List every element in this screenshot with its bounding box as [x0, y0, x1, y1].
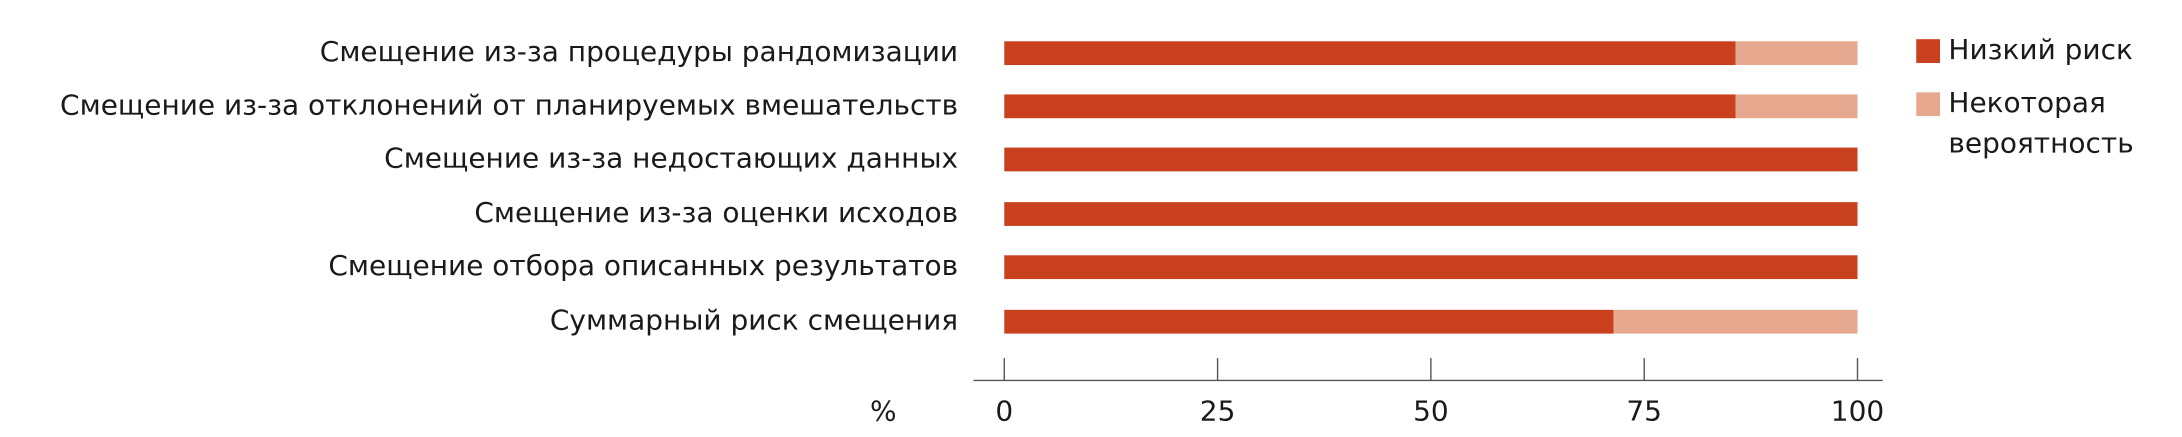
x-tick-label: 100: [1831, 395, 1884, 428]
bar-segment: [1735, 94, 1858, 119]
y-tick-label: Смещение из-за оценки исходов: [474, 196, 958, 229]
y-tick-label: Смещение из-за процедуры рандомизации: [320, 35, 958, 68]
bar-segment: [1613, 309, 1858, 334]
x-tick-label: 25: [1200, 395, 1236, 428]
bar-segment: [1735, 41, 1858, 66]
y-tick-label: Смещение отбора описанных результатов: [328, 249, 958, 282]
legend-label-box: Некоторая вероятность: [1948, 85, 2134, 160]
x-axis-label: %: [870, 395, 897, 428]
y-tick-label: Суммарный риск смещения: [550, 304, 958, 337]
x-tick-label: 75: [1626, 395, 1662, 428]
legend-label: Низкий риск: [1948, 32, 2133, 66]
bar-segment: [1004, 202, 1858, 226]
y-tick-label: Смещение из-за отклонений от планируемых…: [60, 88, 958, 121]
bar-segment: [1004, 41, 1736, 66]
x-tick-label: 50: [1413, 395, 1449, 428]
bar-segment: [1004, 94, 1736, 119]
bar-segment: [1004, 255, 1858, 280]
bar-segment: [1004, 309, 1614, 334]
bar-segment: [1004, 147, 1858, 172]
y-tick-label: Смещение из-за недостающих данных: [384, 141, 958, 174]
legend-label-box: Низкий риск: [1948, 32, 2133, 66]
legend-label: Некоторая вероятность: [1948, 85, 2134, 160]
x-tick-label: 0: [995, 395, 1013, 428]
legend-swatch: [1916, 39, 1941, 63]
legend-swatch: [1916, 92, 1941, 117]
